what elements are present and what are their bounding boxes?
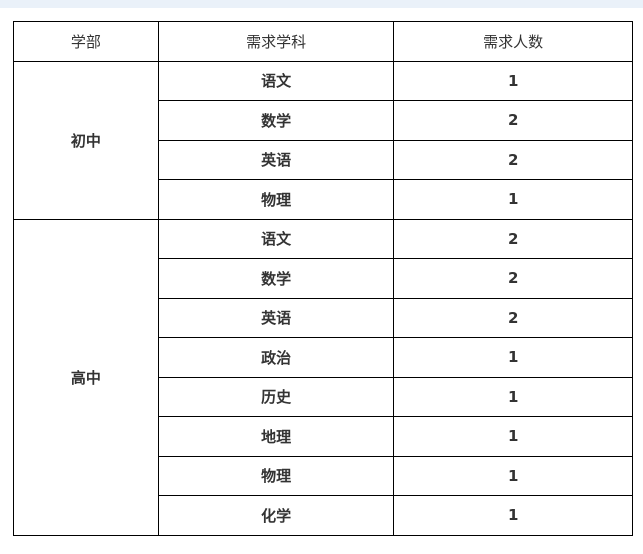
table-row: 化学 1 (14, 495, 633, 536)
table-row: 数学 2 (14, 100, 633, 141)
count-cell: 2 (393, 218, 633, 259)
header-count: 需求人数 (393, 21, 633, 62)
table-row: 英语 2 (14, 297, 633, 338)
subject-cell: 语文 (157, 218, 395, 259)
count-cell: 2 (393, 297, 633, 338)
subject-cell: 物理 (157, 179, 395, 220)
count-cell: 2 (393, 139, 633, 180)
subject-cell: 历史 (157, 376, 395, 417)
header-dept: 学部 (13, 21, 159, 62)
dept-cell: 初中 (13, 60, 159, 220)
count-cell: 1 (393, 376, 633, 417)
subject-cell: 英语 (157, 297, 395, 338)
table-row: 历史 1 (14, 376, 633, 417)
table-row: 物理 1 (14, 179, 633, 220)
count-cell: 1 (393, 495, 633, 536)
table-row: 物理 1 (14, 455, 633, 496)
count-cell: 1 (393, 455, 633, 496)
header-subject: 需求学科 (157, 21, 395, 62)
count-cell: 2 (393, 100, 633, 141)
subject-cell: 地理 (157, 416, 395, 457)
subject-cell: 政治 (157, 337, 395, 378)
count-cell: 1 (393, 337, 633, 378)
table-row: 地理 1 (14, 416, 633, 457)
dept-cell: 高中 (13, 218, 159, 536)
table-header-row: 学部 需求学科 需求人数 (13, 21, 633, 62)
subject-cell: 化学 (157, 495, 395, 536)
demand-table: 学部 需求学科 需求人数 初中 语文 1 数学 2 英语 2 物理 1 高中 语文 2 数学 2 英语 2 政治… (13, 21, 633, 536)
table-row: 高中 语文 2 (13, 218, 633, 536)
top-strip (0, 0, 643, 8)
count-cell: 1 (393, 416, 633, 457)
subject-cell: 数学 (157, 258, 395, 299)
subject-cell: 物理 (157, 455, 395, 496)
table-row: 初中 语文 1 (13, 60, 633, 220)
subject-cell: 英语 (157, 139, 395, 180)
count-cell: 1 (393, 179, 633, 220)
subject-cell: 数学 (157, 100, 395, 141)
count-cell: 1 (393, 60, 633, 101)
count-cell: 2 (393, 258, 633, 299)
subject-cell: 语文 (157, 60, 395, 101)
